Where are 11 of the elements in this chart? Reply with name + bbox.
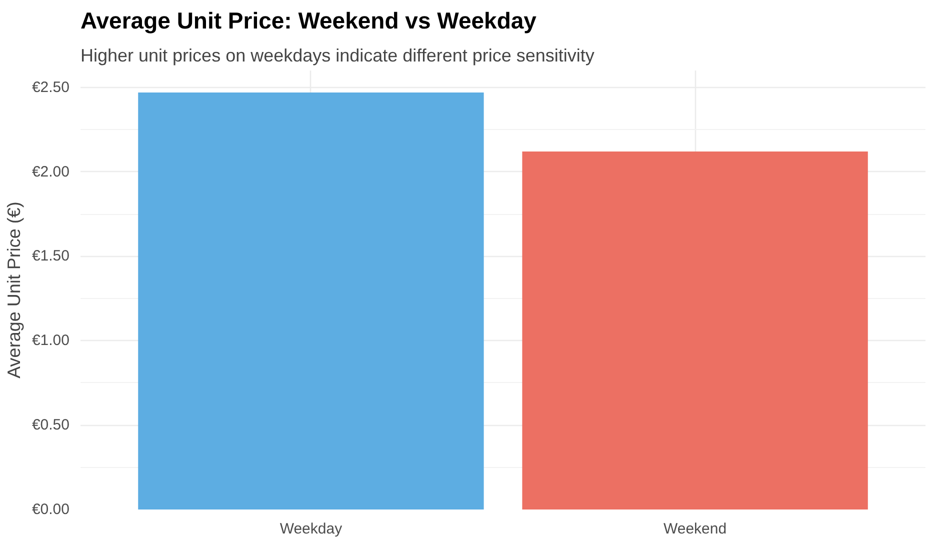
y-tick-label: €0.00 [32, 501, 70, 518]
y-tick-label: €1.50 [32, 248, 70, 265]
y-tick-label: €2.00 [32, 163, 70, 180]
x-tick-label: Weekday [280, 520, 343, 538]
y-axis-title: Average Unit Price (€) [4, 202, 24, 378]
y-tick-label: €0.50 [32, 416, 70, 434]
x-tick-label: Weekend [663, 520, 727, 538]
chart-title: Average Unit Price: Weekend vs Weekday [80, 8, 537, 34]
y-tick-label: €1.00 [32, 332, 70, 350]
chart-subtitle: Higher unit prices on weekdays indicate different price sensitivity [80, 46, 594, 66]
y-tick-label: €2.50 [32, 78, 70, 96]
